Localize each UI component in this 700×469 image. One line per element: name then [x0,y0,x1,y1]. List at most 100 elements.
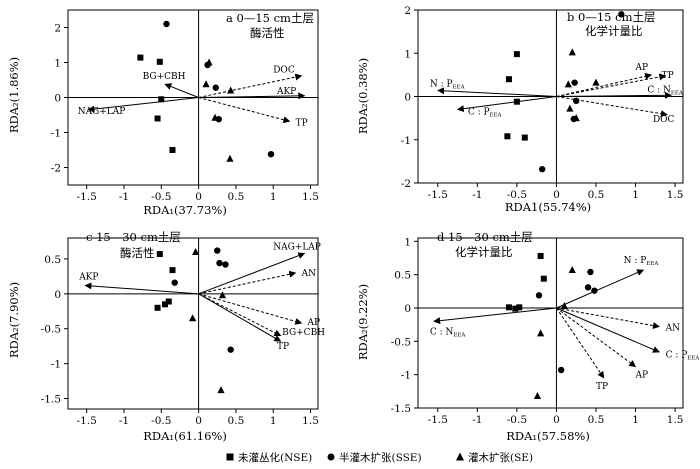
panel-subtitle: 酶活性 [250,26,285,40]
sample-point-se [227,86,235,94]
sample-point-sse [571,79,578,86]
arrow-label: TP [277,342,289,352]
arrow-label: DOC [653,115,675,125]
sample-point-se [202,80,210,88]
loading-arrow [198,97,291,124]
loading-arrow [556,307,605,379]
loading-arrow [84,282,199,295]
y-axis-label: RDA₂(1.86%) [7,57,21,133]
y-axis-label: RDA₂(9.22%) [356,284,370,360]
loading-arrow [556,307,637,368]
sample-point-se [192,247,200,255]
sample-point-sse [171,279,178,286]
sample-point-sse [557,366,565,374]
x-tick-label: 1 [270,191,277,203]
y-axis-label: RDA₂(7.90%) [7,282,21,358]
panel-subtitle: 酶活性 [120,246,155,260]
arrow-label: AKP [276,87,296,97]
arrow-label: AN [665,323,680,333]
x-tick-label: 1 [270,415,277,427]
y-tick-label: -2 [401,178,411,190]
loading-arrow [556,91,672,99]
sample-point-se [226,154,234,162]
y-tick-label: 1 [404,236,411,248]
loading-arrow [198,293,303,325]
sample-point-nse [162,301,169,308]
arrow-label: AKP [78,272,98,282]
panel-title: b 0—15 cm土层 [567,10,655,24]
rda-panel-a: -1.5 -1 -0.5 0 0.5 1 1.5 -2 -1 0 1 2 RDA₁(37.73%) RDA… [7,9,319,217]
sample-point-sse [538,165,546,173]
sample-point-sse [267,151,275,158]
x-tick-label: -0.5 [151,191,171,203]
rda-panel-d: -1.5 -1 -0.5 0 0.5 1 1.5 -1.5 -1 -0.5 0 0.5 1 RDA₁(57… [356,230,700,443]
sample-point-sse [587,268,594,276]
x-tick-label: 0 [553,189,560,201]
sample-point-nse [156,58,163,65]
x-tick-label: -1 [119,191,129,203]
legend-marker-triangle [456,452,464,461]
panel-title: a 0—15 cm土层 [226,11,314,25]
sample-point-sse [163,20,170,28]
plot-frame [417,237,684,409]
sample-point-sse [535,292,543,299]
arrow-label: TP [662,71,674,81]
sample-point-nse [165,298,172,305]
rda-panel-c: -1.5 -1 -0.5 0 0.5 1 1.5-1.5-1-0.500.5RDA₁(61.… [7,230,325,443]
sample-point-nse [516,304,523,311]
sample-point-se [537,329,545,337]
x-axis-label: RDA₁(61.16%) [143,429,227,443]
sample-point-se [218,291,227,299]
x-tick-label: -0.5 [507,414,527,426]
sample-point-se [566,104,574,112]
loading-arrow [198,293,282,342]
arrow-label: AP [635,63,649,73]
loading-arrow [556,96,668,118]
arrow-label-subscript: EEA [453,332,466,338]
x-tick-label: -0.5 [507,189,527,201]
x-tick-label: 1.5 [667,414,684,426]
y-tick-label: -1 [51,359,61,371]
y-tick-label: 0 [404,92,411,104]
loading-arrow [433,307,557,325]
loading-arrow [556,307,660,329]
sample-point-nse [505,304,512,311]
sample-point-se [205,58,213,66]
x-tick-label: 1 [632,414,639,426]
loading-arrow [198,293,282,337]
y-tick-label: 0 [54,289,61,301]
x-axis-label: RDA1(55.74%) [505,200,591,214]
x-tick-label: 1.5 [667,189,684,201]
x-tick-label: -1.5 [428,414,448,426]
y-tick-label: 0.5 [394,270,411,282]
sample-point-sse [216,259,223,267]
sample-point-se [592,78,600,86]
panel-title: d 15—30 cm土层 [437,230,533,244]
arrow-label: C : PEEA [468,108,503,119]
legend: 未灌丛化(NSE) 半灌木扩张(SSE) 灌木扩张(SE) [226,451,533,464]
x-tick-label: 0.5 [588,189,605,201]
sample-point-se [568,48,576,56]
x-tick-label: 0.5 [588,414,605,426]
arrow-label: AN [301,269,316,279]
legend-label: 灌木扩张(SE) [468,451,533,464]
legend-label: 未灌丛化(NSE) [238,451,312,464]
arrow-label-subscript: EEA [687,356,700,362]
panel-title: c 15—30 cm土层 [86,230,181,244]
y-tick-label: -0.5 [41,324,61,336]
sample-point-nse [513,98,520,105]
sample-point-sse [618,11,625,18]
sample-point-nse [505,76,512,83]
loading-arrow [198,73,303,98]
sample-point-sse [214,247,221,254]
arrow-label-subscript: EEA [646,261,659,267]
arrow-label: NAG+LAP [78,107,126,117]
y-tick-label: 1 [404,48,411,60]
y-tick-label: 2 [54,23,61,35]
plot-frame [67,237,319,410]
loading-arrow [87,97,199,113]
y-tick-label: 0 [404,303,411,315]
x-tick-label: -0.5 [151,415,171,427]
panel-subtitle: 化学计量比 [455,245,513,259]
